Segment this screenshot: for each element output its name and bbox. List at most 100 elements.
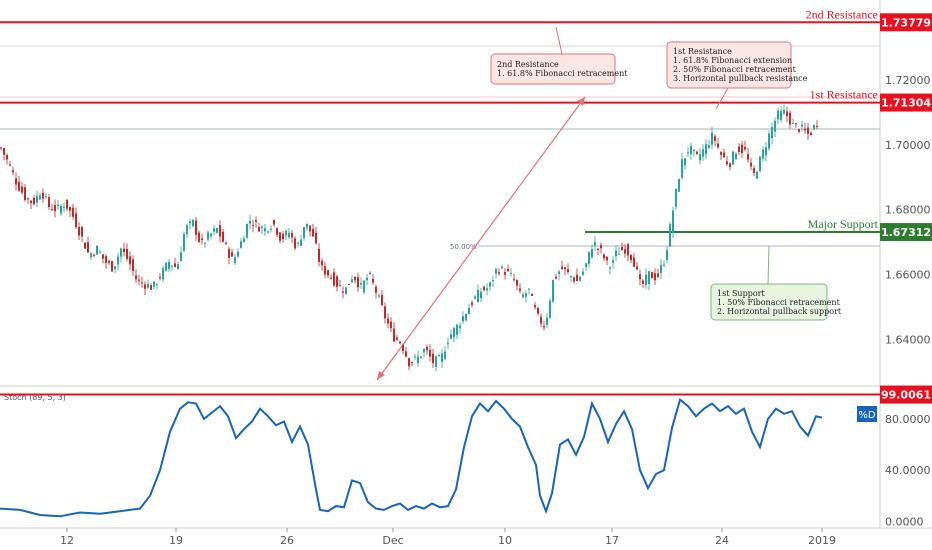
candle: [285, 228, 287, 241]
candle: [441, 348, 443, 368]
candle: [66, 199, 68, 212]
fib-50-label: 50.00%: [450, 243, 477, 251]
candle: [312, 223, 314, 237]
candle: [606, 256, 608, 266]
price-tick-label: 1.66000: [885, 269, 931, 282]
candle: [636, 262, 638, 271]
candle: [705, 139, 707, 160]
candle: [765, 142, 767, 162]
candle: [495, 267, 497, 279]
candle: [357, 272, 359, 292]
candle: [477, 284, 479, 303]
time-tick-label: 17: [605, 534, 619, 547]
candle: [531, 293, 533, 297]
arrowhead-down-icon: [377, 371, 385, 380]
candle: [270, 225, 272, 233]
candle: [549, 298, 551, 320]
candle: [138, 274, 140, 286]
candle: [90, 251, 92, 261]
candle: [660, 259, 662, 280]
candle: [99, 249, 101, 254]
price-tick-label: 1.70000: [885, 139, 931, 152]
price-tick-label: 1.68000: [885, 204, 931, 217]
candle: [696, 150, 698, 156]
candle: [798, 128, 800, 134]
candle: [669, 221, 671, 248]
stoch-tick-label: 80.0000: [885, 413, 931, 426]
candle: [264, 223, 266, 237]
major-support-label: Major Support: [808, 217, 879, 231]
candle: [219, 220, 221, 243]
candle: [141, 276, 143, 288]
candle: [273, 219, 275, 227]
price-axis: 1.72000 1.70000 1.68000 1.66000 1.64000: [885, 74, 931, 346]
candle: [351, 275, 353, 283]
candle: [768, 130, 770, 151]
candle: [192, 219, 194, 228]
candle: [546, 313, 548, 329]
candle: [120, 247, 122, 263]
candle: [27, 197, 29, 204]
candle: [177, 261, 179, 270]
candle: [720, 150, 722, 161]
callout-1st-resistance: 1st Resistance 1. 61.8% Fibonacci extensi…: [666, 41, 808, 110]
arrowhead-up-icon: [577, 97, 585, 106]
candle: [423, 347, 425, 358]
stoch-legend-label: %D: [858, 410, 876, 421]
candle: [579, 275, 581, 282]
candle: [117, 253, 119, 271]
stoch-legend-badge: %D: [857, 406, 877, 422]
candle: [330, 274, 332, 280]
candle: [306, 223, 308, 231]
candle: [321, 258, 323, 271]
candle: [381, 290, 383, 307]
candle: [450, 329, 452, 340]
candle: [738, 143, 740, 156]
candle: [459, 322, 461, 335]
candle: [333, 268, 335, 288]
candle: [303, 226, 305, 241]
candle: [189, 218, 191, 230]
candle: [180, 246, 182, 262]
candle: [369, 270, 371, 276]
candle: [210, 232, 212, 239]
price-tick-label: 1.64000: [885, 333, 931, 346]
candle: [540, 313, 542, 327]
candle: [519, 283, 521, 294]
major-support-value: 1.67312: [881, 226, 931, 239]
candle: [462, 311, 464, 324]
candle: [582, 268, 584, 276]
candle: [780, 106, 782, 123]
candle: [429, 344, 431, 362]
candle: [783, 104, 785, 116]
candle: [315, 226, 317, 245]
candle: [162, 265, 164, 283]
candle: [561, 260, 563, 270]
candle: [687, 147, 689, 157]
candle: [744, 140, 746, 151]
candle: [804, 122, 806, 134]
candle: [648, 270, 650, 291]
candle: [753, 165, 755, 177]
candle: [534, 302, 536, 310]
candle: [93, 253, 95, 258]
candle: [729, 162, 731, 171]
candle: [291, 230, 293, 244]
candle: [627, 242, 629, 262]
candle: [591, 244, 593, 259]
candle: [15, 172, 17, 191]
candle: [777, 107, 779, 125]
candle: [354, 276, 356, 284]
candle: [675, 188, 677, 210]
candle: [282, 230, 284, 243]
candle: [456, 323, 458, 339]
candle: [153, 281, 155, 290]
candle: [576, 268, 578, 282]
candle: [663, 259, 665, 268]
candle: [543, 321, 545, 331]
candle: [72, 203, 74, 220]
candle: [384, 302, 386, 324]
candle: [447, 337, 449, 350]
candle: [345, 287, 347, 296]
